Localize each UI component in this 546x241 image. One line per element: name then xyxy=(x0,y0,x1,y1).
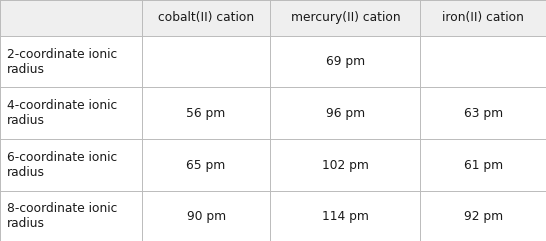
Text: 90 pm: 90 pm xyxy=(187,210,225,222)
Text: 114 pm: 114 pm xyxy=(322,210,369,222)
Text: 102 pm: 102 pm xyxy=(322,159,369,172)
Bar xyxy=(142,0,270,36)
Text: mercury(II) cation: mercury(II) cation xyxy=(290,11,400,24)
Bar xyxy=(270,87,420,139)
Bar xyxy=(420,36,546,87)
Bar xyxy=(142,191,270,241)
Bar xyxy=(0,87,142,139)
Text: 61 pm: 61 pm xyxy=(464,159,503,172)
Text: 8-coordinate ionic
radius: 8-coordinate ionic radius xyxy=(7,202,117,230)
Text: 92 pm: 92 pm xyxy=(464,210,503,222)
Text: 65 pm: 65 pm xyxy=(187,159,225,172)
Bar xyxy=(142,36,270,87)
Text: 56 pm: 56 pm xyxy=(187,107,225,120)
Text: iron(II) cation: iron(II) cation xyxy=(442,11,524,24)
Text: 96 pm: 96 pm xyxy=(326,107,365,120)
Bar xyxy=(0,36,142,87)
Bar xyxy=(420,191,546,241)
Bar xyxy=(270,36,420,87)
Bar xyxy=(270,139,420,191)
Text: 4-coordinate ionic
radius: 4-coordinate ionic radius xyxy=(7,99,117,127)
Bar xyxy=(420,139,546,191)
Bar xyxy=(270,191,420,241)
Bar xyxy=(142,87,270,139)
Text: cobalt(II) cation: cobalt(II) cation xyxy=(158,11,254,24)
Bar xyxy=(270,0,420,36)
Text: 2-coordinate ionic
radius: 2-coordinate ionic radius xyxy=(7,47,117,76)
Text: 63 pm: 63 pm xyxy=(464,107,503,120)
Text: 6-coordinate ionic
radius: 6-coordinate ionic radius xyxy=(7,151,117,179)
Bar xyxy=(0,191,142,241)
Bar xyxy=(420,87,546,139)
Text: 69 pm: 69 pm xyxy=(326,55,365,68)
Bar xyxy=(142,139,270,191)
Bar xyxy=(420,0,546,36)
Bar xyxy=(0,0,142,36)
Bar xyxy=(0,139,142,191)
